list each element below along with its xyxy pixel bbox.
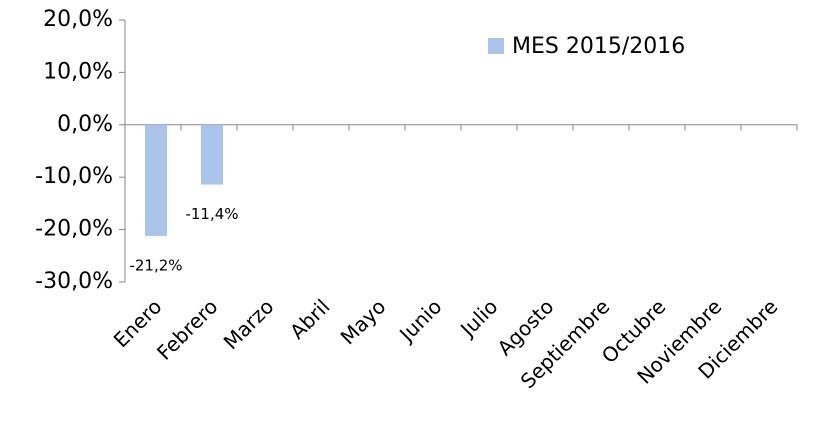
legend-label: MES 2015/2016 — [512, 34, 685, 59]
x-tick-label: Febrero — [152, 294, 222, 364]
value-label: -21,2% — [129, 256, 182, 274]
value-label: -11,4% — [185, 205, 238, 223]
y-tick-label: 0,0% — [57, 112, 113, 137]
legend-swatch — [488, 38, 504, 54]
y-tick-label: 20,0% — [43, 7, 113, 32]
y-tick-label: -30,0% — [35, 269, 113, 294]
x-tick-label: Abril — [285, 294, 334, 343]
x-tick-label: Julio — [454, 294, 502, 342]
bar — [145, 124, 167, 236]
x-tick-label: Marzo — [219, 294, 279, 354]
bar — [201, 124, 223, 185]
y-tick-label: -20,0% — [35, 217, 113, 242]
y-tick-label: -10,0% — [35, 164, 113, 189]
x-tick-label: Junio — [393, 294, 446, 347]
x-tick-label: Mayo — [336, 294, 391, 349]
y-tick-label: 10,0% — [43, 59, 113, 84]
